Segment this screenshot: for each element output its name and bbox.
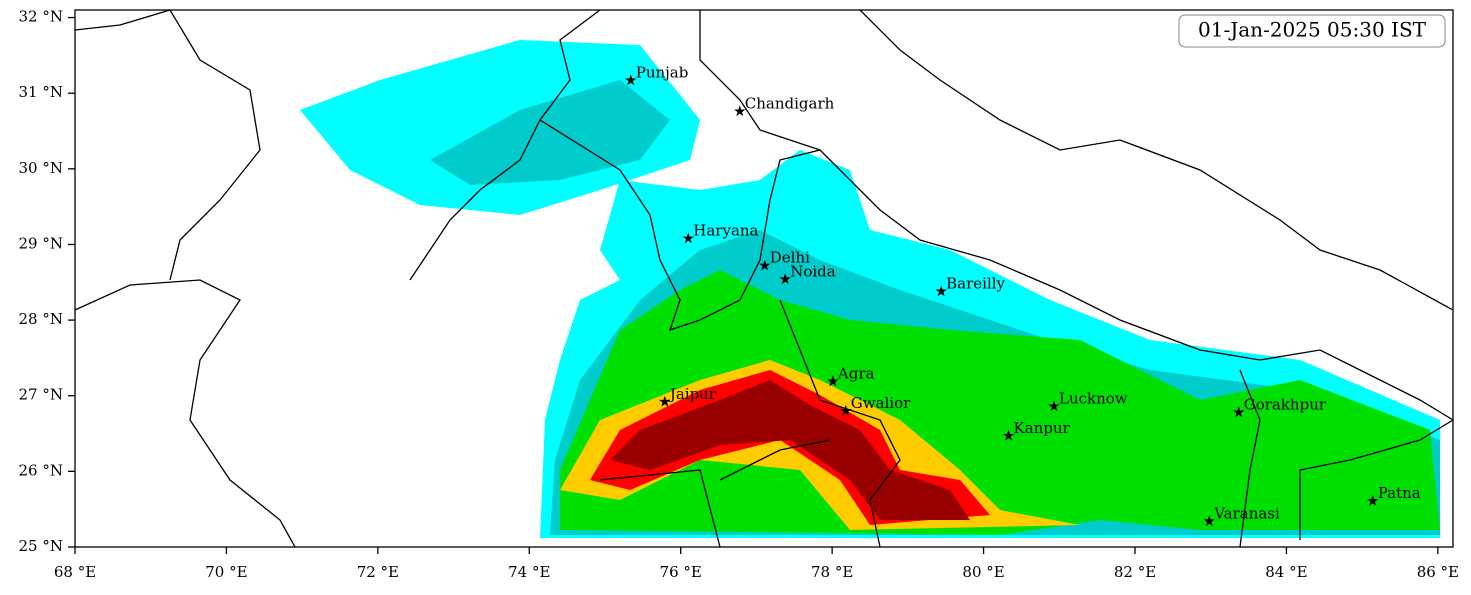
marks: 68 °E 70 °E 72 °E 74 °E 76 °E 78 °E 80 °E 82 °E… bbox=[19, 8, 1459, 581]
city-marker bbox=[779, 273, 791, 285]
city-marker bbox=[682, 232, 694, 244]
y-tick-label: 32 °N bbox=[19, 8, 63, 26]
x-tick-label: 76 °E bbox=[660, 563, 702, 581]
y-tick-label: 26 °N bbox=[19, 461, 63, 479]
city-marker bbox=[659, 395, 671, 407]
border bbox=[75, 10, 1453, 547]
city-label: Patna bbox=[1378, 484, 1421, 502]
city-label: Delhi bbox=[770, 249, 810, 267]
city-marker bbox=[1048, 400, 1060, 412]
city-marker bbox=[759, 259, 771, 271]
rain-heavy bbox=[610, 380, 970, 520]
rain-moderate bbox=[430, 80, 670, 185]
y-tick-label: 25 °N bbox=[19, 537, 63, 555]
city-label: Kanpur bbox=[1014, 419, 1071, 437]
title-box bbox=[1178, 14, 1446, 48]
city-marker bbox=[827, 375, 839, 387]
x-tick-label: 68 °E bbox=[54, 563, 96, 581]
city-label: Punjab bbox=[636, 63, 689, 81]
x-tick-label: 84 °E bbox=[1265, 563, 1307, 581]
x-tick-label: 70 °E bbox=[205, 563, 247, 581]
city-label: Varanasi bbox=[1213, 504, 1280, 522]
city-label: Noida bbox=[790, 262, 836, 280]
rain-green bbox=[560, 270, 1440, 535]
city-label: Lucknow bbox=[1059, 389, 1128, 407]
city-label: Gwalior bbox=[851, 394, 911, 412]
city-marker bbox=[734, 105, 746, 117]
rain-field bbox=[75, 10, 1453, 547]
city-label: Jaipur bbox=[668, 385, 717, 403]
y-tick-label: 27 °N bbox=[19, 386, 63, 404]
y-tick-label: 30 °N bbox=[19, 159, 63, 177]
city-label: Agra bbox=[837, 364, 875, 382]
y-tick-label: 31 °N bbox=[19, 83, 63, 101]
map-title: 01-Jan-2025 05:30 IST bbox=[1198, 18, 1427, 42]
y-tick-label: 28 °N bbox=[19, 310, 63, 328]
city-marker bbox=[1002, 429, 1015, 441]
city-marker bbox=[840, 404, 852, 416]
x-tick-label: 78 °E bbox=[811, 563, 853, 581]
city-label: Bareilly bbox=[946, 274, 1005, 292]
city-marker bbox=[1233, 406, 1245, 418]
x-tick-label: 80 °E bbox=[962, 563, 1004, 581]
plot-frame bbox=[74, 9, 1454, 548]
x-tick-label: 86 °E bbox=[1417, 563, 1459, 581]
city-label: Gorakhpur bbox=[1244, 395, 1327, 413]
x-tick-label: 82 °E bbox=[1114, 563, 1156, 581]
city-label: Haryana bbox=[693, 221, 758, 239]
city-marker bbox=[1367, 494, 1379, 506]
city-marker bbox=[1203, 515, 1215, 527]
city-marker bbox=[625, 74, 637, 86]
x-tick-label: 72 °E bbox=[357, 563, 399, 581]
x-tick-label: 74 °E bbox=[508, 563, 550, 581]
city-marker bbox=[935, 285, 947, 297]
y-tick-label: 29 °N bbox=[19, 234, 63, 252]
city-label: Chandigarh bbox=[745, 94, 835, 112]
